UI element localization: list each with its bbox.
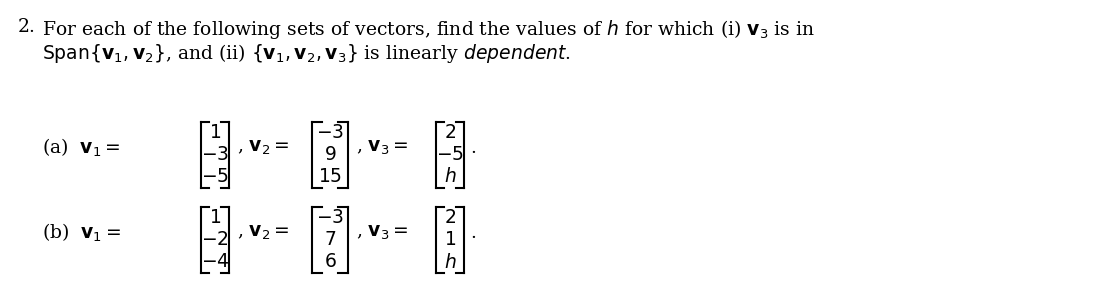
- Text: (a)  $\mathbf{v}_1=$: (a) $\mathbf{v}_1=$: [42, 137, 120, 159]
- Text: $6$: $6$: [324, 253, 337, 271]
- Text: For each of the following sets of vectors, find the values of $h$ for which (i) : For each of the following sets of vector…: [42, 18, 815, 41]
- Text: $15$: $15$: [318, 168, 342, 186]
- Text: $-5$: $-5$: [201, 168, 229, 186]
- Text: $9$: $9$: [324, 146, 336, 164]
- Text: 2.: 2.: [18, 18, 36, 36]
- Text: , $\mathbf{v}_2=$: , $\mathbf{v}_2=$: [237, 224, 290, 242]
- Text: $-3$: $-3$: [316, 124, 344, 142]
- Text: $-4$: $-4$: [200, 253, 229, 271]
- Text: $2$: $2$: [444, 124, 456, 142]
- Text: $1$: $1$: [209, 209, 221, 227]
- Text: $1$: $1$: [444, 231, 456, 249]
- Text: (b)  $\mathbf{v}_1=$: (b) $\mathbf{v}_1=$: [42, 222, 121, 244]
- Text: $h$: $h$: [444, 253, 456, 272]
- Text: $h$: $h$: [444, 168, 456, 187]
- Text: , $\mathbf{v}_3=$: , $\mathbf{v}_3=$: [356, 139, 408, 157]
- Text: $\mathrm{Span}\{\mathbf{v}_1,\mathbf{v}_2\}$, and (ii) $\{\mathbf{v}_1,\mathbf{v: $\mathrm{Span}\{\mathbf{v}_1,\mathbf{v}_…: [42, 42, 571, 65]
- Text: , $\mathbf{v}_3=$: , $\mathbf{v}_3=$: [356, 224, 408, 242]
- Text: .: .: [470, 139, 476, 157]
- Text: $-3$: $-3$: [201, 146, 229, 164]
- Text: $-5$: $-5$: [436, 146, 464, 164]
- Text: $2$: $2$: [444, 209, 456, 227]
- Text: .: .: [470, 224, 476, 242]
- Text: $7$: $7$: [324, 231, 336, 249]
- Text: $1$: $1$: [209, 124, 221, 142]
- Text: , $\mathbf{v}_2=$: , $\mathbf{v}_2=$: [237, 139, 290, 157]
- Text: $-3$: $-3$: [316, 209, 344, 227]
- Text: $-2$: $-2$: [201, 231, 229, 249]
